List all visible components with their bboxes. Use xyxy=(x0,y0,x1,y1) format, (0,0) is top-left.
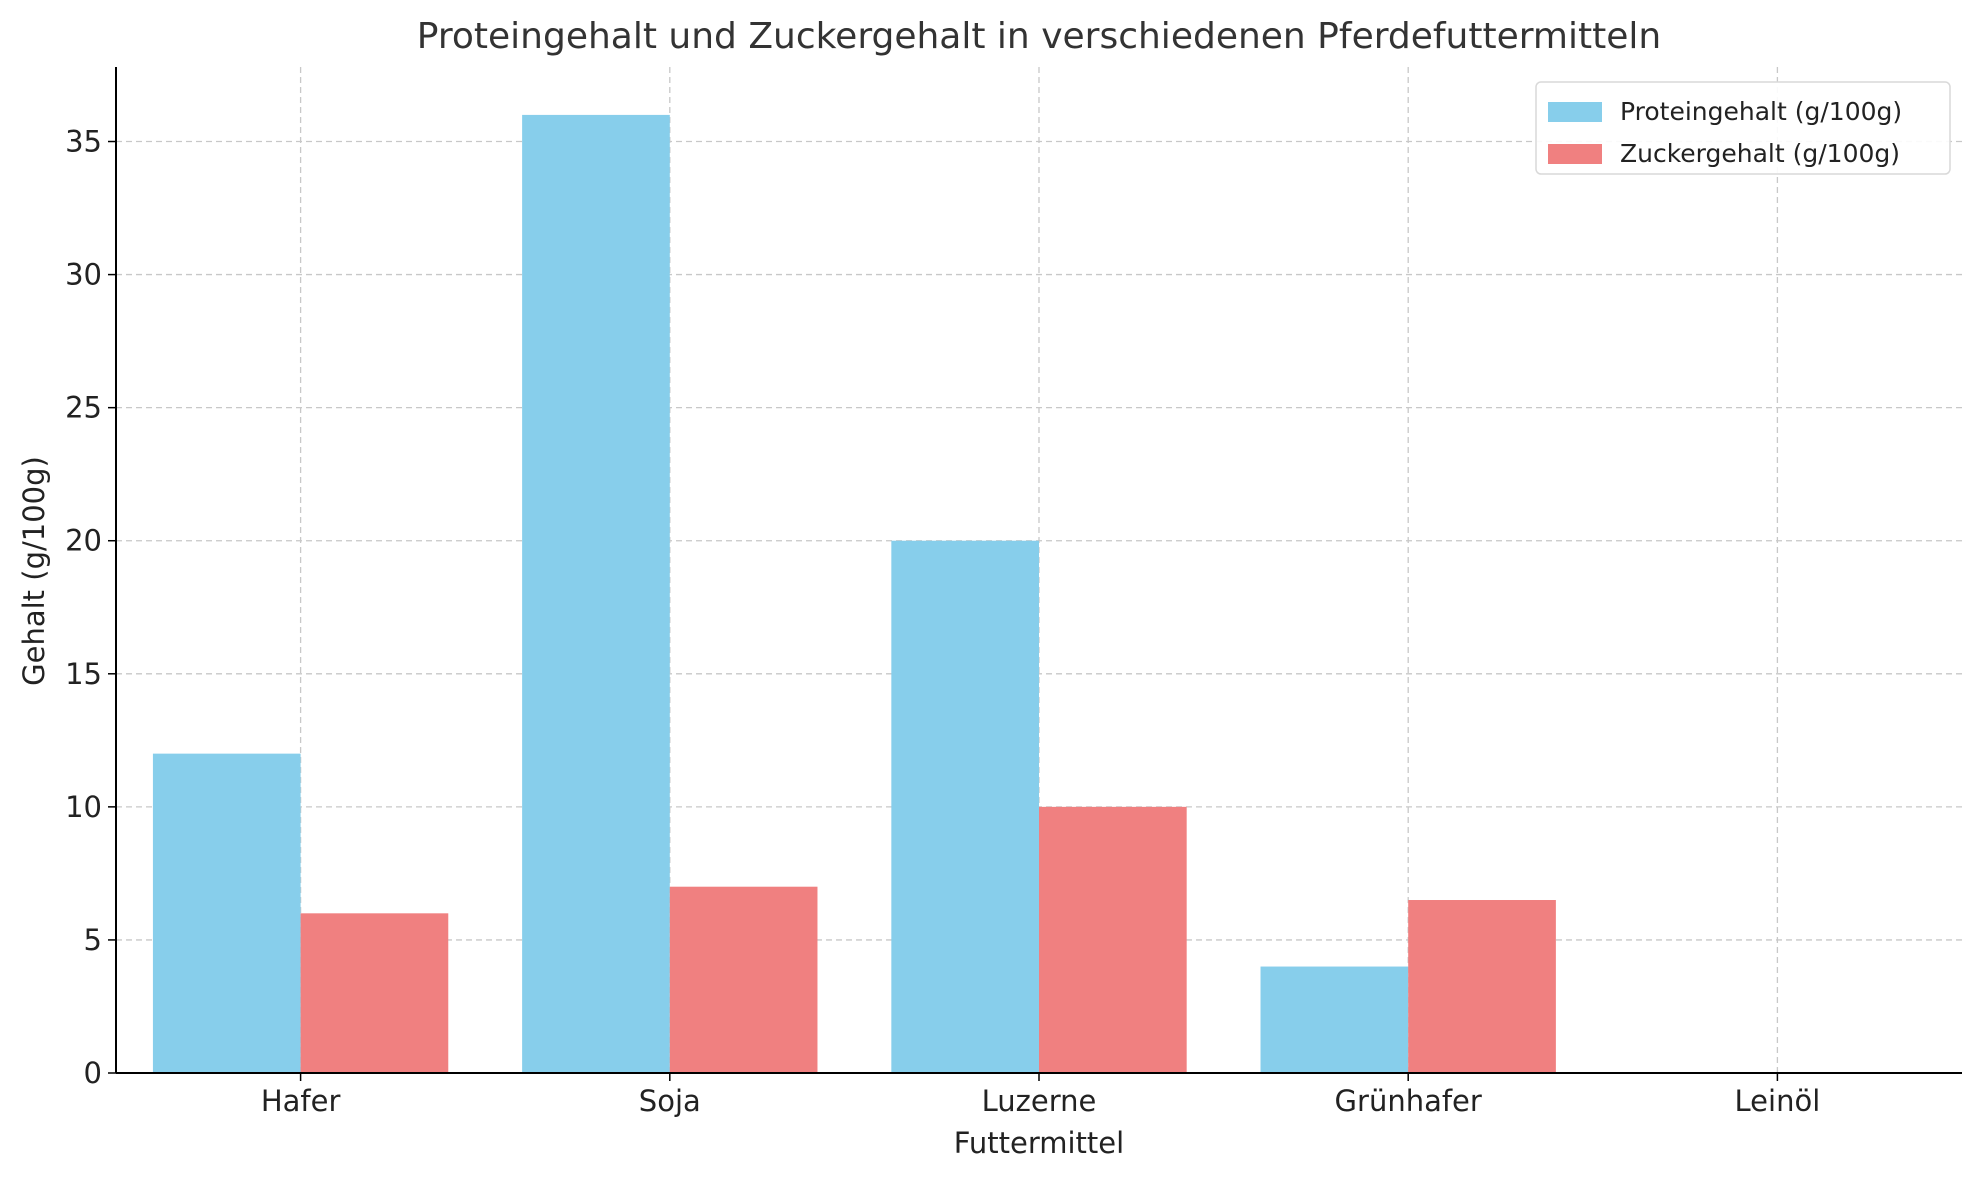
chart-title: Proteingehalt und Zuckergehalt in versch… xyxy=(417,16,1661,57)
bars xyxy=(152,114,1556,1073)
x-tick-label: Luzerne xyxy=(982,1084,1097,1118)
legend-swatch xyxy=(1548,102,1602,122)
legend-label: Proteingehalt (g/100g) xyxy=(1620,97,1902,126)
x-tick-label: Leinöl xyxy=(1735,1084,1821,1118)
x-tick-label: Soja xyxy=(639,1084,701,1118)
bar-zucker-3 xyxy=(1408,900,1556,1073)
x-tick-label: Hafer xyxy=(261,1084,341,1118)
bar-protein-0 xyxy=(152,753,301,1073)
x-tick-labels: Hafer Soja Luzerne Grünhafer Leinöl xyxy=(261,1073,1820,1118)
y-tick-label: 20 xyxy=(65,524,102,558)
legend-box xyxy=(1535,81,1951,175)
x-tick-label: Grünhafer xyxy=(1335,1084,1482,1118)
y-tick-label: 5 xyxy=(84,923,102,957)
y-tick-labels: 0 5 10 15 20 25 30 35 xyxy=(65,125,116,1090)
y-axis-label: Gehalt (g/100g) xyxy=(17,456,51,686)
bar-zucker-2 xyxy=(1039,806,1187,1073)
y-tick-label: 30 xyxy=(65,258,102,292)
legend-label: Zuckergehalt (g/100g) xyxy=(1620,139,1900,168)
bar-protein-3 xyxy=(1260,966,1409,1073)
y-tick-label: 15 xyxy=(65,657,102,691)
y-tick-label: 10 xyxy=(65,790,102,824)
bar-protein-1 xyxy=(522,114,670,1073)
x-axis-label: Futtermittel xyxy=(954,1126,1124,1160)
bar-zucker-1 xyxy=(669,886,818,1073)
bar-protein-2 xyxy=(891,540,1039,1073)
legend: Proteingehalt (g/100g) Zuckergehalt (g/10… xyxy=(1535,81,1951,175)
y-tick-label: 0 xyxy=(84,1056,102,1090)
y-tick-label: 35 xyxy=(65,125,102,159)
legend-swatch xyxy=(1548,144,1602,164)
bar-zucker-0 xyxy=(300,913,449,1073)
y-tick-label: 25 xyxy=(65,391,102,425)
